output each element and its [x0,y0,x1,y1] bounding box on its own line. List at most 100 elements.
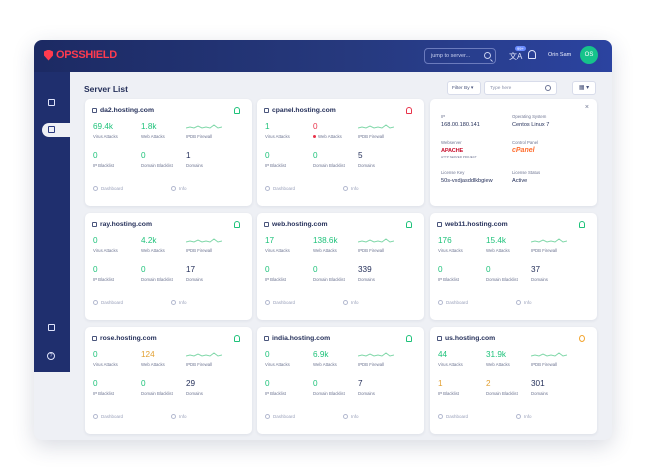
info-link[interactable]: Info [343,300,359,305]
bell-icon[interactable] [234,221,240,228]
dashboard-link[interactable]: Dashboard [265,300,295,305]
dashboard-link[interactable]: Dashboard [438,300,468,305]
card-footer: Dashboard Info [265,414,359,419]
ipdb-label: IPDB Firewall [186,362,213,367]
server-icon [264,336,269,341]
notification-badge: 99+ [515,46,526,51]
ipdb-label: IPDB Firewall [186,134,213,139]
domain-blacklist-label: Domain Blacklist [141,163,173,168]
web-attacks-label: Web Attacks [313,362,337,367]
web-attacks-value: 1.8k [141,122,157,131]
server-name[interactable]: cpanel.hosting.com [272,107,336,114]
domain-blacklist-value: 0 [486,265,491,274]
dashboard-icon[interactable] [47,98,56,107]
server-card[interactable]: da2.hosting.com 69.4k Virus Attacks 1.8k… [85,99,252,206]
avatar[interactable]: OS [580,46,598,64]
user-name[interactable]: Orin Sam [548,52,572,58]
list-search-placeholder: Type here [490,86,512,91]
ip-blacklist-label: IP Blacklist [265,277,286,282]
dashboard-link[interactable]: Dashboard [93,186,123,191]
help-icon[interactable]: ? [47,352,56,361]
web-attacks-value: 0 [313,122,318,131]
translate-icon[interactable]: 文A [509,52,523,61]
info-link[interactable]: Info [516,414,532,419]
info-icon [516,300,522,305]
server-icon [92,108,97,113]
info-link[interactable]: Info [343,414,359,419]
bell-icon[interactable] [406,107,412,114]
server-card[interactable]: rose.hosting.com 0 Virus Attacks 124 Web… [85,327,252,434]
info-link[interactable]: Info [171,300,187,305]
brand-logo[interactable]: OPSSHIELD [44,49,117,61]
card-footer: Dashboard Info [93,186,187,191]
server-detail-panel: × IP 168.00.180.141 Operating System Cen… [430,99,597,206]
domain-blacklist-value: 0 [313,379,318,388]
server-name[interactable]: us.hosting.com [445,335,496,342]
docs-icon[interactable] [47,323,56,332]
server-name[interactable]: web.hosting.com [272,221,328,228]
dashboard-link[interactable]: Dashboard [265,414,295,419]
dashboard-link[interactable]: Dashboard [265,186,295,191]
virus-attacks-value: 0 [93,236,98,245]
license-key-label: License Key [441,170,465,175]
server-icon [264,108,269,113]
server-card[interactable]: india.hosting.com 0 Virus Attacks 6.9k W… [257,327,424,434]
info-icon [171,186,177,191]
filter-dropdown[interactable]: Filter By ▾ [447,81,481,95]
domain-blacklist-label: Domain Blacklist [313,391,345,396]
dashboard-icon [438,414,443,419]
ip-blacklist-value: 0 [438,265,443,274]
info-link[interactable]: Info [171,414,187,419]
server-card[interactable]: cpanel.hosting.com 1 Virus Attacks 0 Web… [257,99,424,206]
list-search-input[interactable]: Type here [484,81,557,95]
servers-icon[interactable] [42,123,78,137]
server-name[interactable]: ray.hosting.com [100,221,152,228]
bell-icon[interactable] [406,335,412,342]
domains-value: 5 [358,151,363,160]
info-link[interactable]: Info [343,186,359,191]
license-status-value: Active [512,178,528,184]
bell-icon[interactable] [579,221,585,228]
bell-icon[interactable] [234,107,240,114]
ipdb-sparkline [531,352,567,357]
server-name[interactable]: india.hosting.com [272,335,331,342]
server-icon [264,222,269,227]
server-name[interactable]: da2.hosting.com [100,107,155,114]
grid-icon[interactable]: ▦ ▾ [572,81,596,95]
bell-icon[interactable] [579,335,585,342]
domains-value: 7 [358,379,363,388]
apache-logo: APACHE [441,148,464,154]
search-icon[interactable] [484,52,491,59]
server-name[interactable]: web11.hosting.com [445,221,508,228]
dashboard-link[interactable]: Dashboard [93,300,123,305]
dashboard-link[interactable]: Dashboard [93,414,123,419]
search-icon[interactable] [545,85,551,91]
info-link[interactable]: Info [171,186,187,191]
server-card[interactable]: web11.hosting.com 176 Virus Attacks 15.4… [430,213,597,320]
server-card[interactable]: web.hosting.com 17 Virus Attacks 138.6k … [257,213,424,320]
domains-label: Domains [358,391,375,396]
bell-icon[interactable] [406,221,412,228]
domains-value: 37 [531,265,541,274]
ip-blacklist-value: 0 [265,151,270,160]
virus-attacks-label: Virus Attacks [93,134,118,139]
dashboard-icon [93,186,98,191]
domains-label: Domains [186,277,203,282]
bell-icon[interactable] [528,50,536,59]
bell-icon[interactable] [234,335,240,342]
ip-blacklist-label: IP Blacklist [93,391,114,396]
domain-blacklist-label: Domain Blacklist [486,277,518,282]
info-link[interactable]: Info [516,300,532,305]
server-name[interactable]: rose.hosting.com [100,335,157,342]
server-search-input[interactable]: jump to server... [424,48,496,64]
server-card[interactable]: us.hosting.com 44 Virus Attacks 31.9k We… [430,327,597,434]
ip-blacklist-label: IP Blacklist [265,391,286,396]
virus-attacks-label: Virus Attacks [93,362,118,367]
domain-blacklist-value: 2 [486,379,491,388]
domains-label: Domains [531,391,548,396]
ipdb-sparkline [186,238,222,243]
server-card[interactable]: ray.hosting.com 0 Virus Attacks 4.2k Web… [85,213,252,320]
dashboard-link[interactable]: Dashboard [438,414,468,419]
dashboard-icon [438,300,443,305]
close-icon[interactable]: × [584,104,589,111]
